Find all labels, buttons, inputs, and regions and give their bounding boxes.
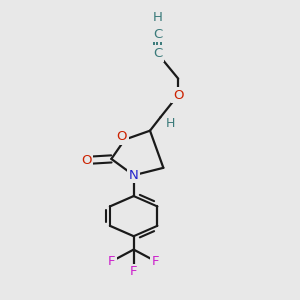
Text: C: C: [153, 47, 162, 60]
Text: H: H: [152, 11, 162, 24]
Text: C: C: [153, 28, 162, 40]
Text: F: F: [130, 266, 137, 278]
Text: O: O: [116, 130, 127, 143]
Text: O: O: [173, 88, 184, 101]
Text: N: N: [129, 169, 139, 182]
Text: H: H: [166, 117, 176, 130]
Text: F: F: [108, 255, 115, 268]
Text: F: F: [152, 255, 160, 268]
Text: O: O: [81, 154, 91, 167]
